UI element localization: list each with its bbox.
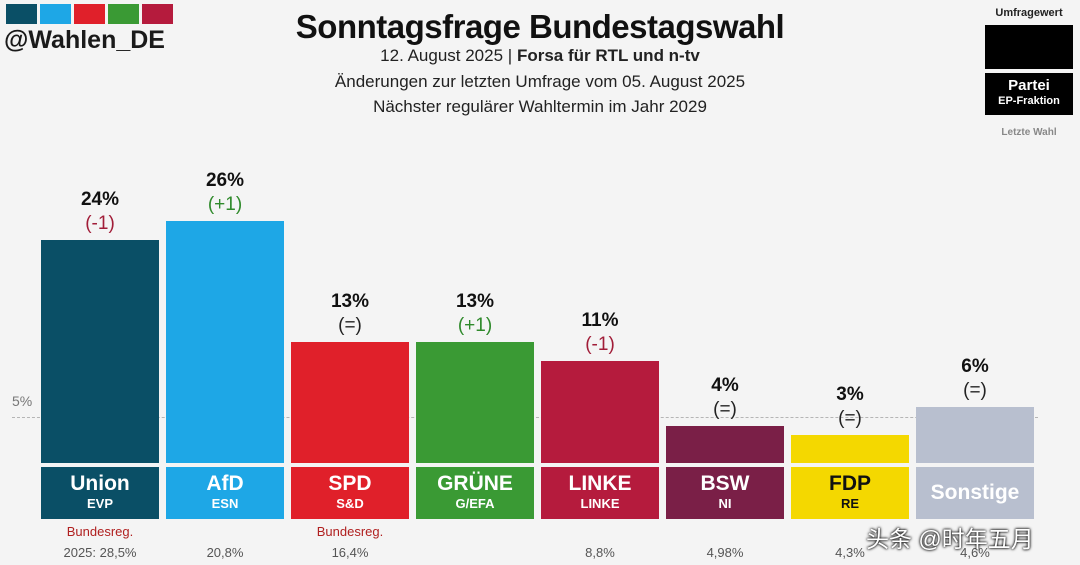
- ep-faction: ESN: [211, 496, 239, 511]
- changes-note: Änderungen zur letzten Umfrage vom 05. A…: [334, 72, 746, 91]
- party-name: AfD: [206, 472, 244, 495]
- color-swatches: [6, 4, 173, 24]
- party-name: BSW: [700, 472, 750, 495]
- last-election-value: 8,8%: [585, 545, 615, 560]
- value-label: 6%: [961, 356, 989, 378]
- value-label: 3%: [836, 384, 864, 406]
- color-swatch: [142, 4, 173, 24]
- party-name: SPD: [328, 472, 372, 495]
- change-label: (-1): [585, 333, 615, 355]
- change-label: (=): [838, 408, 862, 430]
- bar-spd: [291, 342, 409, 463]
- bar-sonstige: [916, 407, 1034, 463]
- last-election-value: 4,3%: [835, 545, 865, 560]
- bar-grüne: [416, 342, 534, 463]
- ep-faction: NI: [718, 496, 732, 511]
- watermark: 头条 @时年五月: [866, 526, 1034, 552]
- value-label: 24%: [80, 188, 120, 210]
- party-plate: BSW NI: [666, 467, 784, 519]
- party-plate: GRÜNE G/EFA: [416, 467, 534, 519]
- change-label: (=): [963, 380, 987, 402]
- bar-linke: [541, 360, 659, 463]
- value-label: 4%: [711, 374, 739, 396]
- party-name: GRÜNE: [437, 472, 513, 495]
- poll-source: Forsa für RTL und n-tv: [516, 46, 700, 65]
- color-swatch: [40, 4, 71, 24]
- government-note: Bundesreg.: [66, 524, 134, 539]
- party-plate: SPD S&D: [291, 467, 409, 519]
- account-handle: @Wahlen_DE: [4, 26, 165, 54]
- ep-faction: G/EFA: [455, 496, 495, 511]
- bar-bsw: [666, 425, 784, 463]
- change-label: (+1): [207, 194, 243, 216]
- party-plate: AfD ESN: [166, 467, 284, 519]
- last-election-value: 20,8%: [206, 545, 244, 560]
- bar-union: [41, 239, 159, 463]
- value-label: 13%: [455, 291, 495, 313]
- party-plate: FDP RE: [791, 467, 909, 519]
- party-name: LINKE: [568, 472, 632, 495]
- party-plate: Union EVP: [41, 467, 159, 519]
- value-label: 13%: [330, 291, 370, 313]
- legend-party-box: Partei EP-Fraktion: [985, 73, 1073, 115]
- ep-faction: S&D: [336, 496, 364, 511]
- bar-afd: [166, 221, 284, 463]
- change-label: (-1): [85, 212, 115, 234]
- color-swatch: [74, 4, 105, 24]
- color-swatch: [108, 4, 139, 24]
- party-name: Sonstige: [930, 481, 1020, 504]
- last-election-value: 16,4%: [331, 545, 369, 560]
- legend-value-label: Umfragewert: [995, 7, 1063, 19]
- legend-value-box: [985, 25, 1073, 69]
- legend-party-label: Partei: [1008, 77, 1050, 94]
- color-swatch: [6, 4, 37, 24]
- government-note: Bundesreg.: [316, 524, 384, 539]
- party-plate: Sonstige: [916, 467, 1034, 519]
- change-label: (=): [338, 315, 362, 337]
- ep-faction: RE: [840, 496, 860, 511]
- value-label: 11%: [581, 309, 619, 331]
- ep-faction: LINKE: [580, 496, 620, 511]
- change-label: (+1): [457, 315, 493, 337]
- last-election-value: 4,6%: [960, 545, 990, 560]
- legend-last-election-label: Letzte Wahl: [1001, 127, 1057, 138]
- separator: |: [507, 46, 513, 65]
- value-label: 26%: [205, 170, 245, 192]
- threshold-label: 5%: [12, 392, 33, 409]
- bar-fdp: [791, 435, 909, 463]
- poll-date: 12. August 2025: [380, 46, 504, 65]
- last-election-value: 4,98%: [706, 545, 744, 560]
- change-label: (=): [713, 398, 737, 420]
- party-plate: LINKE LINKE: [541, 467, 659, 519]
- party-name: FDP: [829, 472, 871, 495]
- subtitle-date-source: 12. August 2025 | Forsa für RTL und n-tv: [220, 46, 860, 66]
- next-election-note: Nächster regulärer Wahltermin im Jahr 20…: [373, 97, 707, 116]
- legend-faction-label: EP-Fraktion: [998, 95, 1060, 107]
- chart-title: Sonntagsfrage Bundestagswahl: [295, 8, 785, 45]
- ep-faction: EVP: [86, 496, 113, 511]
- last-election-value: 2025: 28,5%: [63, 545, 137, 560]
- party-name: Union: [70, 472, 130, 495]
